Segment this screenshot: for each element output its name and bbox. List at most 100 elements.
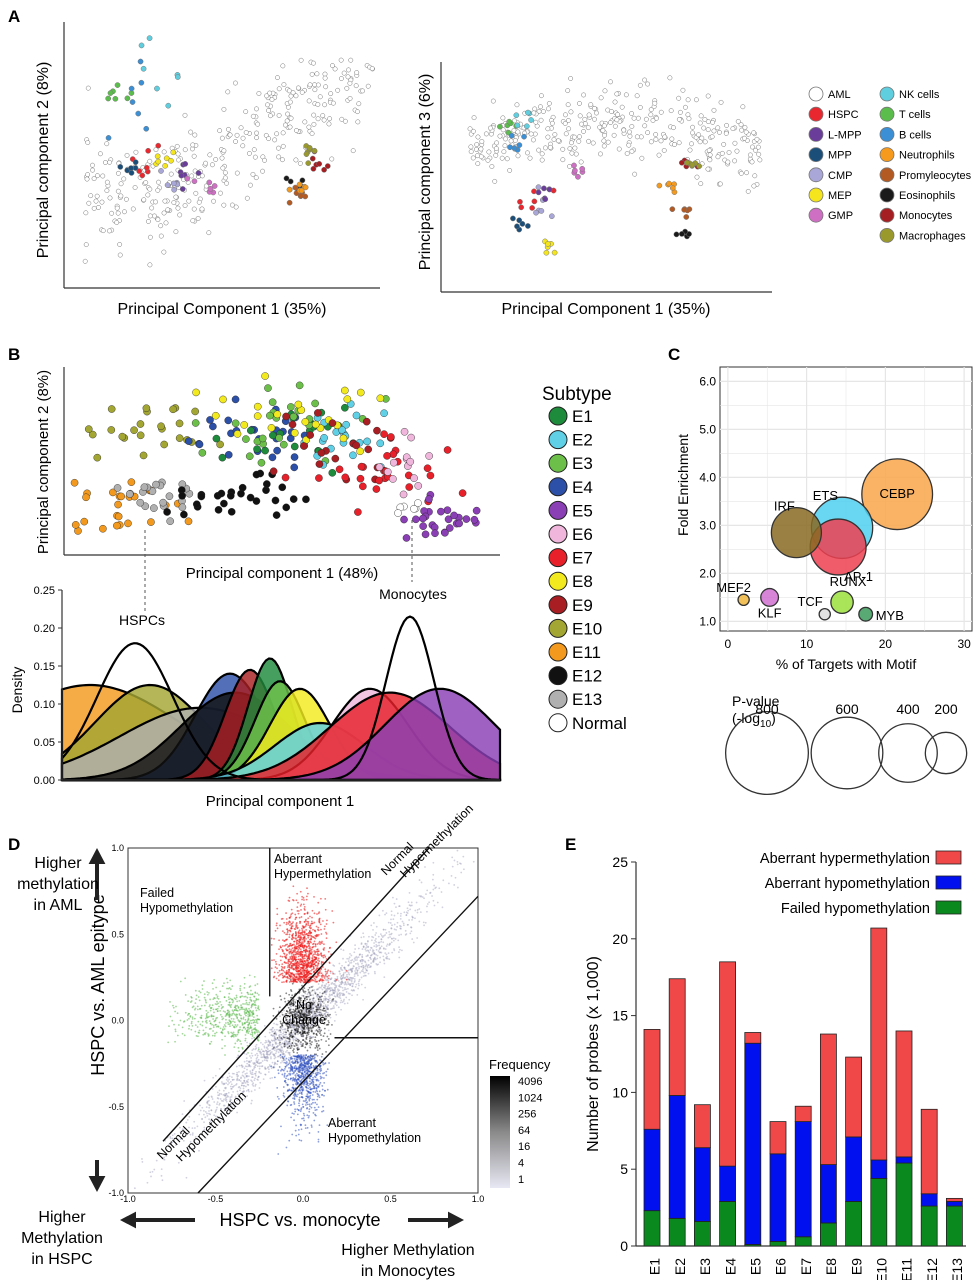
methylation-point bbox=[279, 1029, 282, 1032]
methylation-point bbox=[311, 916, 313, 919]
methylation-point bbox=[240, 1077, 242, 1080]
group-point bbox=[138, 42, 145, 49]
methylation-point bbox=[321, 1000, 324, 1003]
methylation-point bbox=[361, 956, 364, 958]
methylation-point bbox=[294, 979, 297, 982]
methylation-point bbox=[342, 949, 345, 952]
methylation-point bbox=[297, 955, 300, 958]
group-point bbox=[684, 159, 690, 166]
methylation-point bbox=[366, 949, 369, 952]
methylation-point bbox=[314, 978, 317, 981]
methylation-point bbox=[358, 954, 361, 956]
methylation-point bbox=[276, 1036, 279, 1039]
methylation-point bbox=[247, 1078, 250, 1081]
aml-point bbox=[629, 111, 635, 116]
aml-point bbox=[627, 129, 632, 135]
methylation-point bbox=[246, 1083, 249, 1086]
methylation-point bbox=[273, 1062, 276, 1065]
methylation-point bbox=[327, 1038, 330, 1040]
methylation-point bbox=[270, 944, 273, 946]
bubble-cebp bbox=[861, 458, 934, 531]
methylation-point bbox=[371, 935, 373, 938]
aml-point bbox=[196, 199, 202, 205]
subtype-point bbox=[458, 489, 467, 497]
aml-point bbox=[97, 151, 103, 157]
methylation-point bbox=[297, 910, 300, 912]
aml-point bbox=[347, 96, 353, 101]
methylation-point bbox=[311, 946, 314, 949]
aml-point bbox=[287, 99, 293, 105]
methylation-point bbox=[431, 895, 433, 897]
methylation-point bbox=[258, 1087, 261, 1089]
methylation-point bbox=[327, 1044, 330, 1047]
methylation-point bbox=[229, 1080, 232, 1083]
subtype-point bbox=[380, 430, 388, 438]
subtype-point bbox=[258, 434, 267, 443]
methylation-point bbox=[283, 1033, 286, 1036]
aml-point bbox=[652, 100, 658, 106]
methylation-point bbox=[278, 969, 281, 972]
methylation-point bbox=[411, 916, 414, 919]
methylation-point bbox=[291, 943, 294, 946]
pca-right-points bbox=[467, 75, 763, 256]
methylation-point bbox=[241, 1066, 244, 1069]
aml-point bbox=[642, 123, 648, 129]
methylation-point bbox=[295, 947, 298, 950]
methylation-point bbox=[216, 1091, 219, 1094]
methylation-point bbox=[317, 987, 320, 990]
methylation-point bbox=[364, 961, 367, 964]
aml-point bbox=[560, 157, 566, 163]
methylation-point bbox=[365, 949, 368, 952]
methylation-point bbox=[370, 954, 373, 957]
group-point bbox=[292, 184, 299, 191]
methylation-point bbox=[285, 962, 288, 964]
aml-point bbox=[83, 210, 89, 216]
methylation-point bbox=[322, 986, 325, 989]
methylation-point bbox=[283, 1045, 286, 1048]
methylation-point bbox=[216, 1101, 219, 1104]
methylation-point bbox=[230, 1099, 232, 1101]
aml-point bbox=[189, 173, 195, 179]
group-point bbox=[195, 170, 202, 176]
aml-point bbox=[568, 76, 574, 81]
methylation-point bbox=[313, 921, 316, 924]
methylation-point bbox=[346, 957, 349, 960]
aml-point bbox=[115, 188, 121, 194]
methylation-point bbox=[323, 1032, 326, 1035]
methylation-point bbox=[314, 975, 317, 978]
methylation-point bbox=[432, 861, 435, 864]
methylation-point bbox=[238, 1079, 240, 1082]
aml-point bbox=[577, 100, 582, 106]
methylation-point bbox=[223, 1087, 226, 1089]
subtype-point bbox=[273, 410, 282, 419]
subtype-label-e12: E12 bbox=[572, 667, 602, 686]
methylation-point bbox=[338, 962, 341, 965]
methylation-point bbox=[298, 973, 301, 975]
methylation-point bbox=[203, 1079, 206, 1082]
methylation-point bbox=[272, 1046, 275, 1049]
methylation-point bbox=[253, 1067, 255, 1070]
group-point bbox=[511, 145, 518, 151]
bubble-x-tick-label: 0 bbox=[725, 637, 732, 651]
methylation-point bbox=[287, 960, 290, 963]
methylation-point bbox=[266, 1046, 268, 1049]
aml-point bbox=[718, 99, 724, 105]
bubble-y-tick-label: 1.0 bbox=[699, 614, 716, 628]
subtype-point bbox=[253, 402, 262, 411]
aml-point bbox=[275, 75, 280, 81]
aml-point bbox=[174, 143, 180, 149]
methylation-point bbox=[382, 958, 385, 961]
methylation-point bbox=[359, 959, 362, 962]
legend-label-mep: MEP bbox=[828, 190, 852, 202]
subtype-point bbox=[387, 433, 395, 441]
aml-point bbox=[118, 181, 124, 187]
methylation-point bbox=[255, 1064, 257, 1066]
aml-point bbox=[602, 88, 608, 94]
methylation-point bbox=[342, 976, 345, 979]
methylation-point bbox=[341, 980, 343, 983]
methylation-point bbox=[406, 912, 409, 915]
methylation-point bbox=[282, 1086, 285, 1088]
methylation-point bbox=[275, 952, 278, 955]
subtype-point bbox=[320, 434, 328, 442]
methylation-point bbox=[281, 1042, 284, 1045]
